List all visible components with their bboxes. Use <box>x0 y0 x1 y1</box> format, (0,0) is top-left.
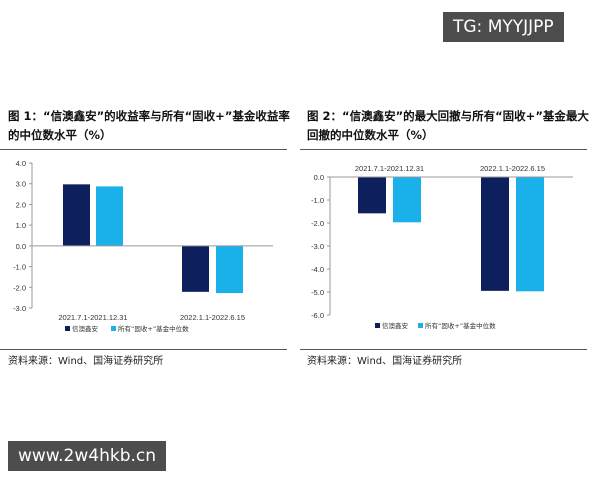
chart1-y-tick-label: 2.0 <box>16 200 26 209</box>
chart1-bar-2-2 <box>216 245 243 294</box>
chart2-legend-swatch <box>375 323 380 328</box>
chart2-legend-swatch <box>418 323 423 328</box>
watermark-bottom: www.2w4hkb.cn <box>8 441 167 471</box>
chart2-source: 资料来源：Wind、国海证券研究所 <box>307 356 463 367</box>
chart2-title: 图 2：“信澳鑫安”的最大回撤与所有“固收+”基金最大回撤的中位数水平（%） <box>307 109 589 142</box>
chart1-legend-swatch <box>65 326 70 331</box>
chart2-top-rule <box>300 149 587 150</box>
chart1-title: 图 1：“信澳鑫安”的收益率与所有“固收+”基金收益率的中位数水平（%） <box>8 109 290 142</box>
chart1-bar-1-1 <box>63 184 90 246</box>
chart2-category-label: 2021.7.1-2021.12.31 <box>355 164 424 173</box>
chart1-bar-2-1 <box>96 186 123 246</box>
chart2-y-tick-label: -4.0 <box>311 265 324 274</box>
chart1-legend-label: 信澳鑫安 <box>72 324 99 333</box>
chart1-y-tick-label: 0.0 <box>16 242 26 251</box>
chart1-y-tick-label: -2.0 <box>13 283 26 292</box>
chart2-y-tick-label: -5.0 <box>311 288 324 297</box>
chart2-y-tick-label: -3.0 <box>311 242 324 251</box>
chart2-bottom-rule <box>300 349 587 350</box>
chart2-legend-label: 信澳鑫安 <box>382 321 409 330</box>
chart2-y-tick-label: -6.0 <box>311 311 324 320</box>
chart1-bottom-rule <box>0 349 287 350</box>
chart1-y-tick-label: 4.0 <box>16 159 26 168</box>
chart2-category-label: 2022.1.1-2022.6.15 <box>480 164 545 173</box>
chart2-y-tick-label: 0.0 <box>314 173 324 182</box>
chart2-bar-1-1 <box>358 177 386 214</box>
chart2-bar-2-2 <box>516 177 544 292</box>
chart2-bar-2-1 <box>393 177 421 223</box>
chart2-bar-1-2 <box>481 177 509 291</box>
chart1-category-label: 2021.7.1-2021.12.31 <box>58 313 127 322</box>
chart1-bar-1-2 <box>182 245 209 292</box>
chart2-legend-label: 所有“固收+”基金中位数 <box>425 321 496 330</box>
chart1-y-tick-label: 3.0 <box>16 180 26 189</box>
chart1-source: 资料来源：Wind、国海证券研究所 <box>8 356 164 367</box>
chart1-y-tick-label: -3.0 <box>13 304 26 313</box>
chart1-y-tick-label: 1.0 <box>16 221 26 230</box>
chart2-y-tick-label: -1.0 <box>311 196 324 205</box>
chart1-top-rule <box>0 149 287 150</box>
chart1-y-tick-label: -1.0 <box>13 263 26 272</box>
chart2-y-tick-label: -2.0 <box>311 219 324 228</box>
chart1-legend-swatch <box>111 326 116 331</box>
watermark-top: TG: MYYJJPP <box>443 12 564 42</box>
chart1-legend-label: 所有“固收+”基金中位数 <box>118 324 189 333</box>
chart1-category-label: 2022.1.1-2022.6.15 <box>180 313 245 322</box>
